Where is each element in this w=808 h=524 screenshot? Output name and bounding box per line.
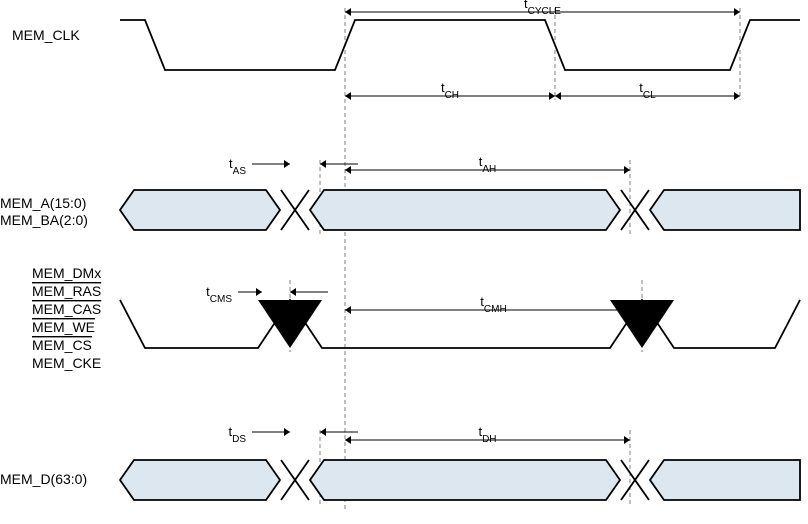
svg-text:MEM_CAS: MEM_CAS <box>32 301 101 317</box>
svg-text:tCMH: tCMH <box>480 294 506 315</box>
svg-text:tCMS: tCMS <box>206 284 232 305</box>
svg-text:MEM_RAS: MEM_RAS <box>32 283 101 299</box>
mem-a-bus-segment <box>310 190 620 230</box>
mem-clk-waveform <box>120 20 800 70</box>
timing-label: tCH <box>441 80 459 101</box>
svg-text:tAH: tAH <box>479 154 497 175</box>
svg-text:tAS: tAS <box>229 156 246 177</box>
timing-label: tCL <box>639 80 656 101</box>
svg-text:MEM_DMx: MEM_DMx <box>32 265 101 281</box>
timing-label: tCYCLE <box>524 0 561 17</box>
ctrl-waveform-top <box>120 300 800 348</box>
svg-text:MEM_D(63:0): MEM_D(63:0) <box>0 471 87 487</box>
svg-text:MEM_WE: MEM_WE <box>32 319 95 335</box>
svg-text:tDS: tDS <box>228 424 246 445</box>
mem-d-bus-segment <box>310 460 620 500</box>
mem-a-bus-segment <box>650 190 800 230</box>
svg-text:tDH: tDH <box>478 424 496 445</box>
svg-text:MEM_A(15:0): MEM_A(15:0) <box>0 195 86 211</box>
mem-d-bus-segment <box>650 460 800 500</box>
svg-text:MEM_CKE: MEM_CKE <box>32 355 101 371</box>
mem-a-bus-segment <box>120 190 280 230</box>
svg-text:MEM_CS: MEM_CS <box>32 337 92 353</box>
svg-text:MEM_CLK: MEM_CLK <box>12 27 80 43</box>
mem-d-bus-segment <box>120 460 280 500</box>
svg-text:MEM_BA(2:0): MEM_BA(2:0) <box>0 212 88 228</box>
